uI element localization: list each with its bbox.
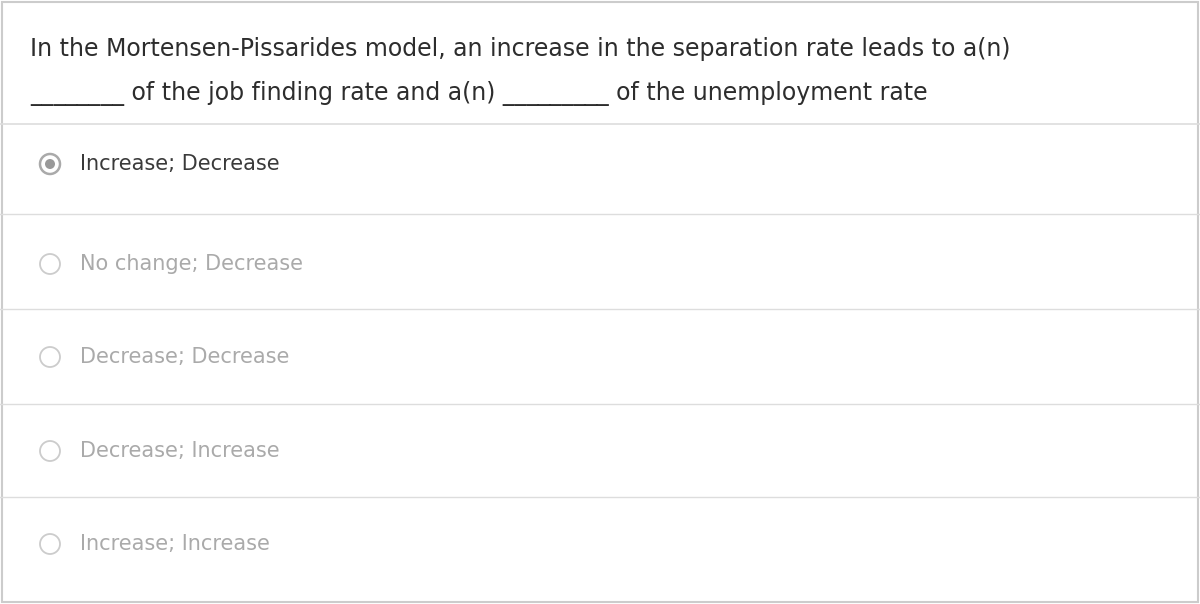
Text: ________ of the job finding rate and a(n) _________ of the unemployment rate: ________ of the job finding rate and a(n…	[30, 82, 928, 106]
Text: Increase; Increase: Increase; Increase	[80, 534, 270, 554]
Text: Increase; Decrease: Increase; Decrease	[80, 154, 280, 174]
Text: Decrease; Increase: Decrease; Increase	[80, 441, 280, 461]
Text: No change; Decrease: No change; Decrease	[80, 254, 302, 274]
Text: Decrease; Decrease: Decrease; Decrease	[80, 347, 289, 367]
Text: In the Mortensen-Pissarides model, an increase in the separation rate leads to a: In the Mortensen-Pissarides model, an in…	[30, 37, 1010, 61]
Circle shape	[46, 159, 55, 169]
